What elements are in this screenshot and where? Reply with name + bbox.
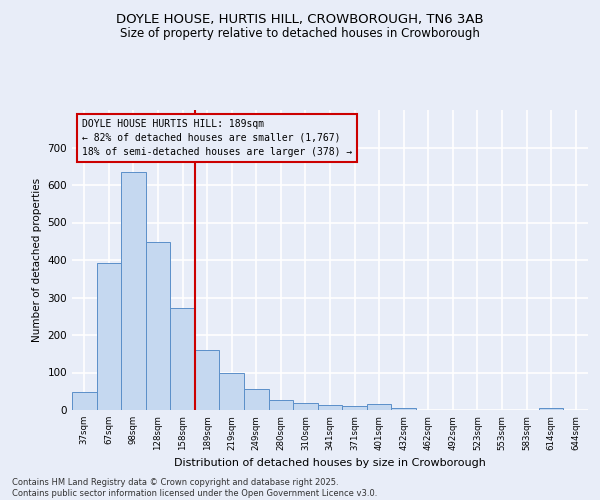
Text: DOYLE HOUSE HURTIS HILL: 189sqm
← 82% of detached houses are smaller (1,767)
18%: DOYLE HOUSE HURTIS HILL: 189sqm ← 82% of…: [82, 119, 353, 157]
Bar: [244, 390, 269, 410]
Bar: [146, 242, 170, 410]
Bar: [220, 372, 244, 410]
Y-axis label: Number of detached properties: Number of detached properties: [32, 178, 42, 342]
Bar: [72, 392, 97, 410]
Text: Contains HM Land Registry data © Crown copyright and database right 2025.
Contai: Contains HM Land Registry data © Crown c…: [12, 478, 377, 498]
Bar: [293, 403, 318, 410]
Text: DOYLE HOUSE, HURTIS HILL, CROWBOROUGH, TN6 3AB: DOYLE HOUSE, HURTIS HILL, CROWBOROUGH, T…: [116, 12, 484, 26]
Bar: [539, 408, 563, 410]
Bar: [318, 405, 342, 410]
Bar: [97, 262, 121, 410]
Bar: [391, 408, 416, 410]
X-axis label: Distribution of detached houses by size in Crowborough: Distribution of detached houses by size …: [174, 458, 486, 468]
Text: Size of property relative to detached houses in Crowborough: Size of property relative to detached ho…: [120, 28, 480, 40]
Bar: [195, 350, 220, 410]
Bar: [342, 406, 367, 410]
Bar: [367, 404, 391, 410]
Bar: [121, 172, 146, 410]
Bar: [170, 308, 195, 410]
Bar: [269, 400, 293, 410]
